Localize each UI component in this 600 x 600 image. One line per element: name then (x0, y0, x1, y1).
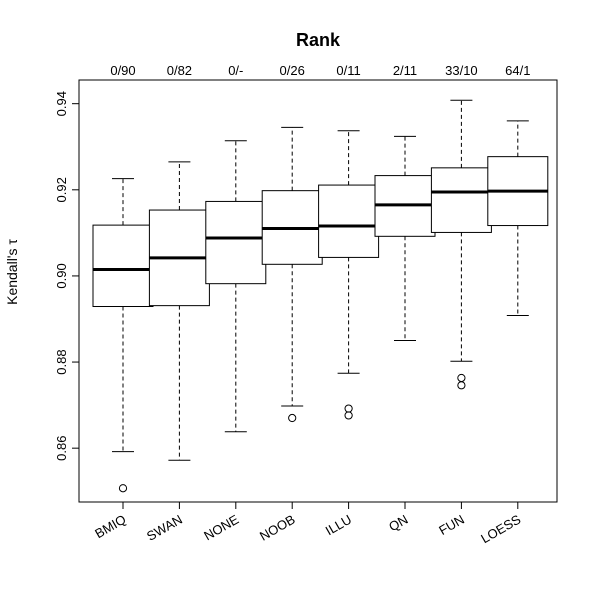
x-tick-label: SWAN (144, 512, 185, 544)
boxes-group (92, 99, 549, 493)
box-swan (148, 161, 210, 461)
y-tick-label: 0.88 (54, 349, 69, 374)
x-tick-label: FUN (436, 512, 467, 538)
box-noob (261, 126, 323, 423)
plot-frame (78, 79, 558, 503)
outlier-point (457, 381, 466, 390)
y-tick-label: 0.90 (54, 263, 69, 288)
x-tick-label: LOESS (478, 511, 523, 546)
box-qn (374, 135, 436, 342)
top-label: 33/10 (445, 63, 478, 78)
outlier-point (457, 373, 466, 383)
box-loess (487, 120, 549, 317)
top-label: 64/1 (505, 63, 530, 78)
y-tick-label: 0.94 (54, 91, 69, 116)
top-label: 0/90 (110, 63, 135, 78)
y-axis-label: Kendall's τ (4, 239, 20, 305)
y-tick-label: 0.92 (54, 177, 69, 202)
x-tick-label: BMIQ (92, 512, 128, 542)
x-labels-group: BMIQ SWAN NONE NOOB ILLU QN FUN LOESS (92, 502, 524, 546)
top-labels-group: 0/90 0/82 0/- 0/26 0/11 2/11 33/10 64/1 (110, 63, 530, 78)
top-label: 2/11 (393, 63, 417, 78)
outlier-point (344, 411, 353, 420)
outlier-point (344, 404, 353, 413)
top-label: 0/26 (280, 63, 305, 78)
outlier-point (118, 484, 128, 493)
x-tick-label: QN (386, 512, 410, 535)
iqr-box (318, 184, 380, 258)
y-tick-label: 0.86 (54, 436, 69, 461)
box-fun (430, 99, 492, 390)
iqr-box (430, 167, 492, 233)
top-label: 0/- (228, 63, 243, 78)
x-tick-label: NOOB (257, 512, 298, 544)
box-illu (318, 130, 380, 420)
top-label: 0/82 (167, 63, 192, 78)
iqr-box (92, 224, 154, 308)
box-none (205, 140, 267, 433)
x-tick-label: NONE (201, 511, 241, 543)
outlier-point (288, 413, 297, 423)
box-bmiq (92, 178, 154, 493)
x-tick-label: ILLU (323, 512, 354, 539)
y-axis: 0.86 0.88 0.90 0.92 0.94 (54, 91, 79, 461)
chart-title: Rank (296, 30, 341, 50)
iqr-box (205, 200, 267, 285)
top-label: 0/11 (336, 63, 360, 78)
